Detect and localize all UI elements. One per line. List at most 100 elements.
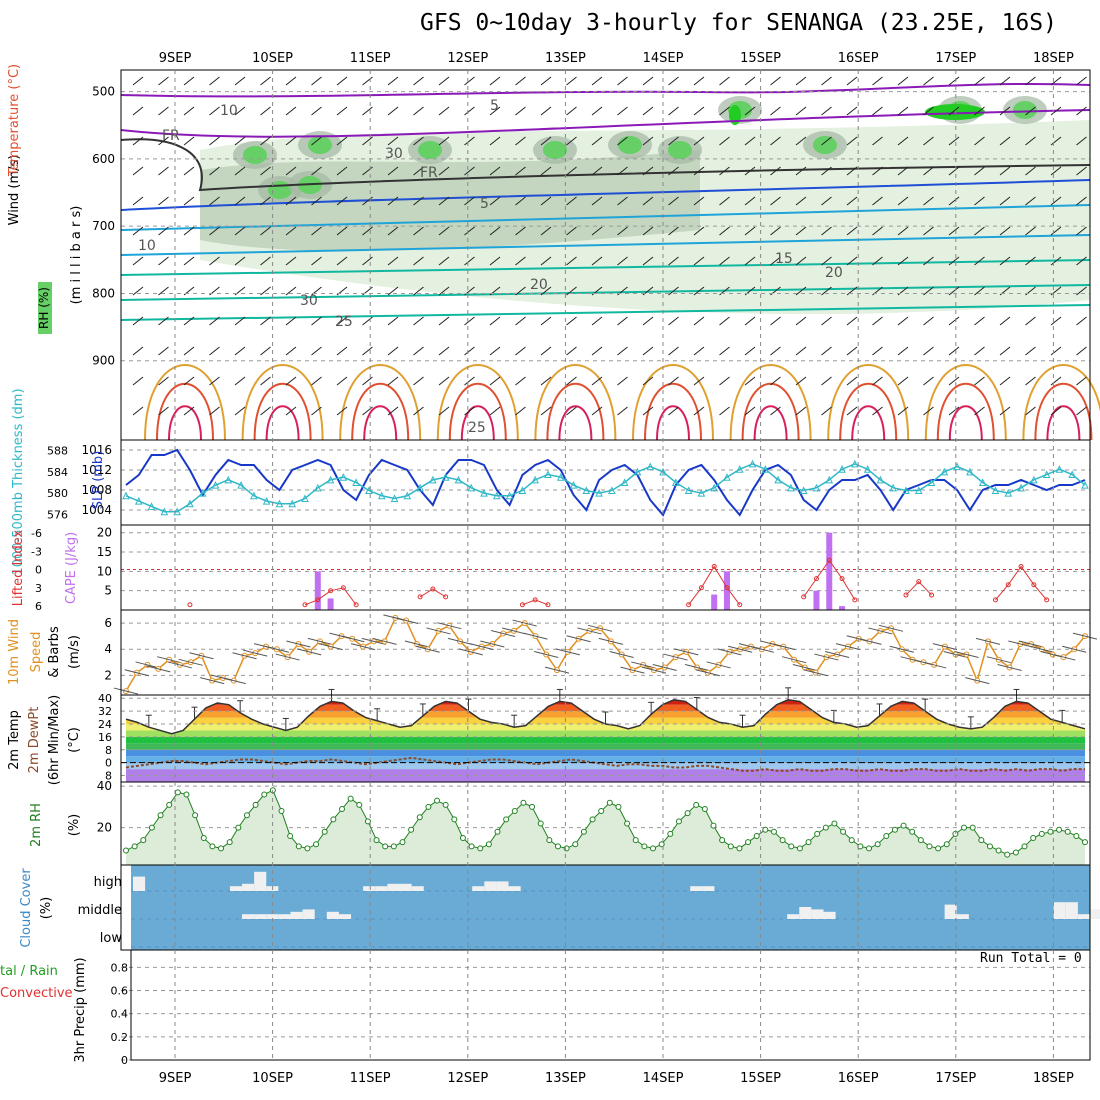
wind-barb <box>260 256 271 266</box>
wind-barb <box>438 376 450 386</box>
y-tick-label-precip: 0.6 <box>111 985 129 998</box>
rh-point <box>701 805 708 812</box>
wind-barb <box>515 346 526 356</box>
cloud-bar-middle <box>290 911 303 919</box>
li-point <box>698 585 704 591</box>
rh-point <box>174 789 181 796</box>
rh-point <box>520 799 527 806</box>
temperature-contour-hot <box>253 382 312 441</box>
y-axis-label-temp-3: (6hr Min/Max) <box>47 695 62 785</box>
wind-barb <box>872 76 883 86</box>
thickness-point <box>1068 470 1077 479</box>
rh-blob-green <box>308 136 332 154</box>
wind-barb <box>311 376 322 386</box>
temperature-contour <box>120 179 1091 211</box>
wind-barb <box>693 406 705 416</box>
y-tick-label-slp: 1012 <box>81 463 112 477</box>
wind-barb <box>1050 136 1062 146</box>
wind-barb <box>540 166 552 176</box>
wind-barb-10m <box>361 637 386 645</box>
y-axis-label-slp: SLP (mb) <box>91 451 106 510</box>
cloud-bar-high <box>387 883 400 891</box>
rh-point <box>615 803 622 810</box>
wind-barb <box>387 256 399 266</box>
li-point <box>302 602 308 608</box>
y-tick-label-wind: 4 <box>104 642 112 656</box>
wind-barb <box>693 376 705 386</box>
wind-barb <box>1050 166 1062 176</box>
wind-barb <box>591 316 603 326</box>
y-tick-label-li: -6 <box>31 527 42 540</box>
rh-point <box>805 839 812 846</box>
wind-barb <box>311 406 322 416</box>
wind-barb <box>642 256 654 266</box>
wind-barb <box>566 166 577 176</box>
thickness-point <box>582 486 591 494</box>
temperature-contour <box>120 109 1091 138</box>
wind-barb <box>974 406 985 416</box>
wind-barb <box>515 226 526 236</box>
contour-label: 25 <box>335 314 353 330</box>
wind-barb <box>209 226 220 236</box>
wind-barb-10m <box>480 640 505 648</box>
thickness-point <box>505 491 514 500</box>
wind-barb <box>897 226 909 236</box>
wind-barb <box>719 406 730 416</box>
wind-barb <box>234 256 246 266</box>
rh-point <box>1038 830 1045 837</box>
rh-point <box>295 843 302 850</box>
temp-band <box>126 730 1085 737</box>
wind-barb <box>795 316 807 326</box>
wind-barb <box>183 376 195 386</box>
wind-barb <box>999 196 1011 206</box>
wind-barb <box>515 286 526 296</box>
wind-barb <box>693 196 705 206</box>
wind-barb <box>821 196 832 206</box>
thickness-point <box>799 486 808 494</box>
li-point <box>430 586 436 592</box>
wind-barb <box>336 346 348 356</box>
y-axis-label-temp: Temperature (°C) <box>7 64 22 177</box>
thickness-point <box>250 491 258 500</box>
wind-barb <box>362 376 373 386</box>
rh-point <box>209 843 216 850</box>
y-tick-label: 600 <box>92 152 115 166</box>
wind-barb <box>489 106 501 116</box>
wind-barb <box>923 106 934 116</box>
rh-point <box>589 816 596 823</box>
wind-barb <box>1050 256 1062 266</box>
temperature-contour-warm <box>144 364 226 441</box>
wind-barb <box>821 136 832 146</box>
rh-point <box>304 845 311 852</box>
upper-air-panel: 5 5 10 15 20 20 25 25 FR FR 30 30 10 500 600 700 800 900 <box>92 69 1100 441</box>
thickness-point <box>953 462 961 471</box>
slp-line <box>125 448 1086 517</box>
wind-barb <box>464 166 475 176</box>
wind-barb-10m <box>771 643 796 651</box>
wind-barb <box>795 406 807 416</box>
wind-barb-10m <box>609 650 634 658</box>
wind-barb <box>362 256 373 266</box>
wind-barb <box>1025 196 1036 206</box>
li-line <box>419 588 446 598</box>
thickness-point <box>914 486 923 494</box>
y-tick-label-thickness: 588 <box>47 445 68 458</box>
wind-barb <box>183 316 195 326</box>
thickness-point <box>748 459 757 468</box>
wind-barb <box>260 76 271 86</box>
wind-barb <box>489 76 501 86</box>
li-point <box>686 602 692 608</box>
wind-barb <box>617 226 628 236</box>
thickness-point <box>646 462 655 471</box>
temp-band <box>126 743 1085 750</box>
li-point <box>711 563 717 569</box>
rh-blob-green <box>1013 101 1037 119</box>
wind-barb <box>566 226 577 236</box>
wind-barb <box>744 226 756 236</box>
li-line <box>688 565 741 606</box>
wind-barb <box>974 166 985 176</box>
x-tick-label-bottom: 12SEP <box>447 1071 488 1086</box>
wind-barb <box>846 136 858 146</box>
cloud-bar-middle <box>278 914 291 919</box>
wind-barb-10m <box>372 637 397 645</box>
